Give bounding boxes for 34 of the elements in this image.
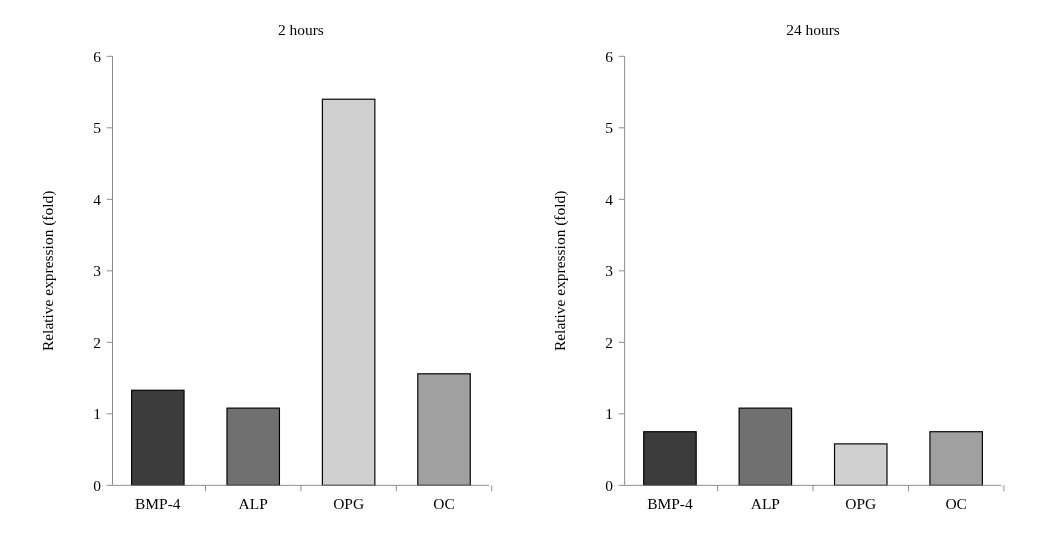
x-tick-label: OC: [945, 494, 967, 512]
chart-title: 24 hours: [786, 21, 840, 39]
bar: [643, 431, 697, 486]
bar: [226, 407, 281, 486]
bar: [417, 373, 471, 486]
y-axis-title: Relative expression (fold): [38, 190, 57, 352]
y-tick-label: 0: [605, 476, 614, 494]
x-tick-label: ALP: [238, 494, 268, 512]
x-tick-label: BMP-4: [135, 494, 181, 512]
bar: [131, 389, 185, 486]
bar: [321, 98, 376, 486]
y-tick-label: 3: [93, 262, 102, 280]
bar: [738, 407, 793, 486]
y-tick-label: 4: [605, 190, 614, 208]
y-tick-label: 6: [93, 47, 102, 65]
y-tick-label: 5: [605, 119, 614, 137]
y-tick-label: 2: [93, 333, 101, 351]
x-tick-label: OPG: [333, 494, 365, 512]
y-axis-title: Relative expression (fold): [550, 190, 569, 352]
x-tick-label: OC: [433, 494, 455, 512]
y-tick-label: 2: [605, 333, 614, 351]
x-tick-label: BMP-4: [647, 494, 693, 512]
bar: [833, 443, 888, 486]
y-tick-label: 6: [605, 47, 614, 65]
y-tick-label: 5: [93, 119, 102, 137]
x-tick-label: OPG: [845, 494, 877, 512]
bar: [929, 431, 983, 486]
x-tick-label: ALP: [750, 494, 780, 512]
y-tick-label: 1: [605, 405, 614, 423]
y-tick-label: 3: [605, 262, 614, 280]
chart-title: 2 hours: [277, 21, 324, 39]
y-tick-label: 4: [93, 190, 102, 208]
y-tick-label: 0: [93, 476, 102, 494]
y-tick-label: 1: [93, 405, 101, 423]
